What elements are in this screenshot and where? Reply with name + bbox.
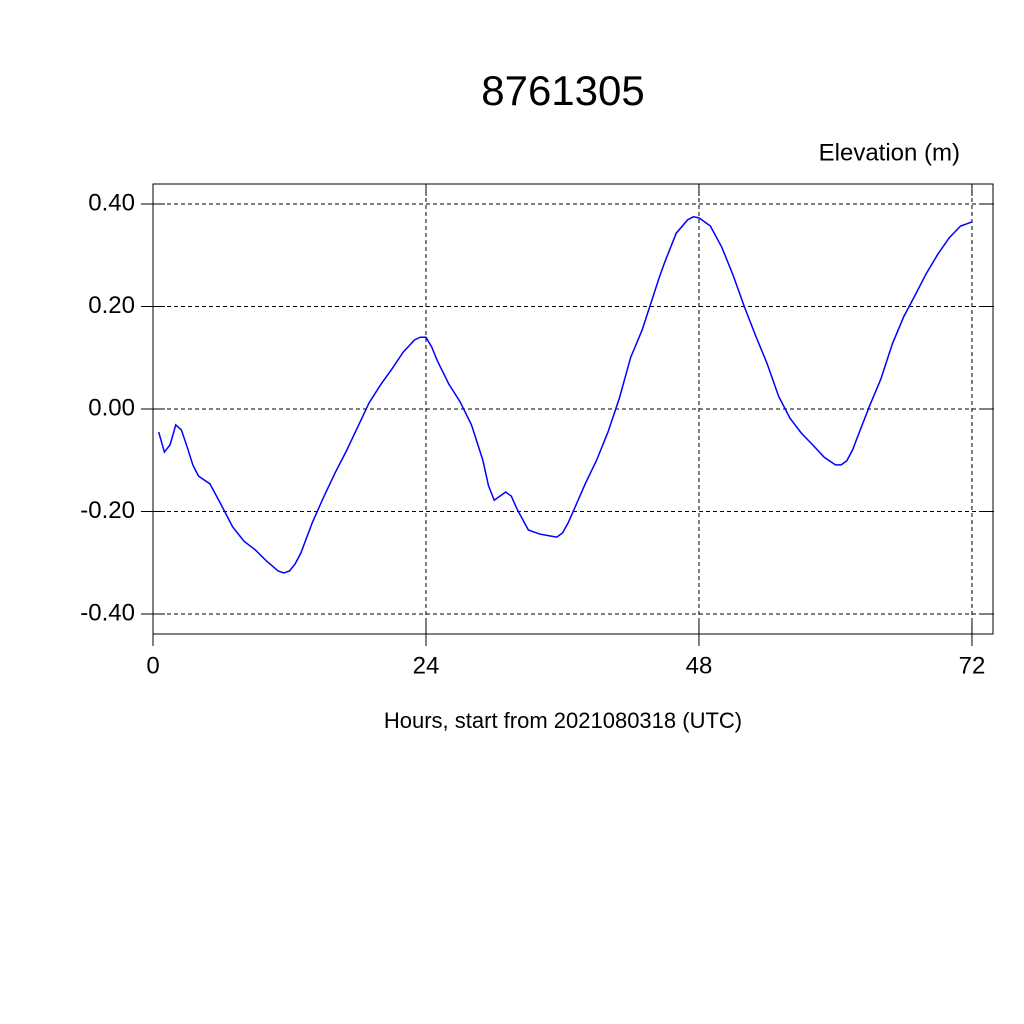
y-tick-label: 0.20: [88, 292, 135, 319]
y-tick-label: 0.40: [88, 189, 135, 216]
y-axis-label: Elevation (m): [819, 139, 960, 166]
x-tick-label: 72: [959, 652, 986, 679]
x-tick-label: 48: [686, 652, 713, 679]
line-series: [157, 216, 973, 574]
x-tick-label: 24: [413, 652, 440, 679]
x-tick-label: 0: [146, 652, 159, 679]
plot-frame: [152, 183, 994, 635]
x-axis-label: Hours, start from 2021080318 (UTC): [384, 708, 742, 733]
y-tick-label: -0.40: [80, 599, 135, 626]
y-tick-label: -0.20: [80, 497, 135, 524]
y-tick-label: 0.00: [88, 394, 135, 421]
chart-title: 8761305: [481, 67, 645, 114]
